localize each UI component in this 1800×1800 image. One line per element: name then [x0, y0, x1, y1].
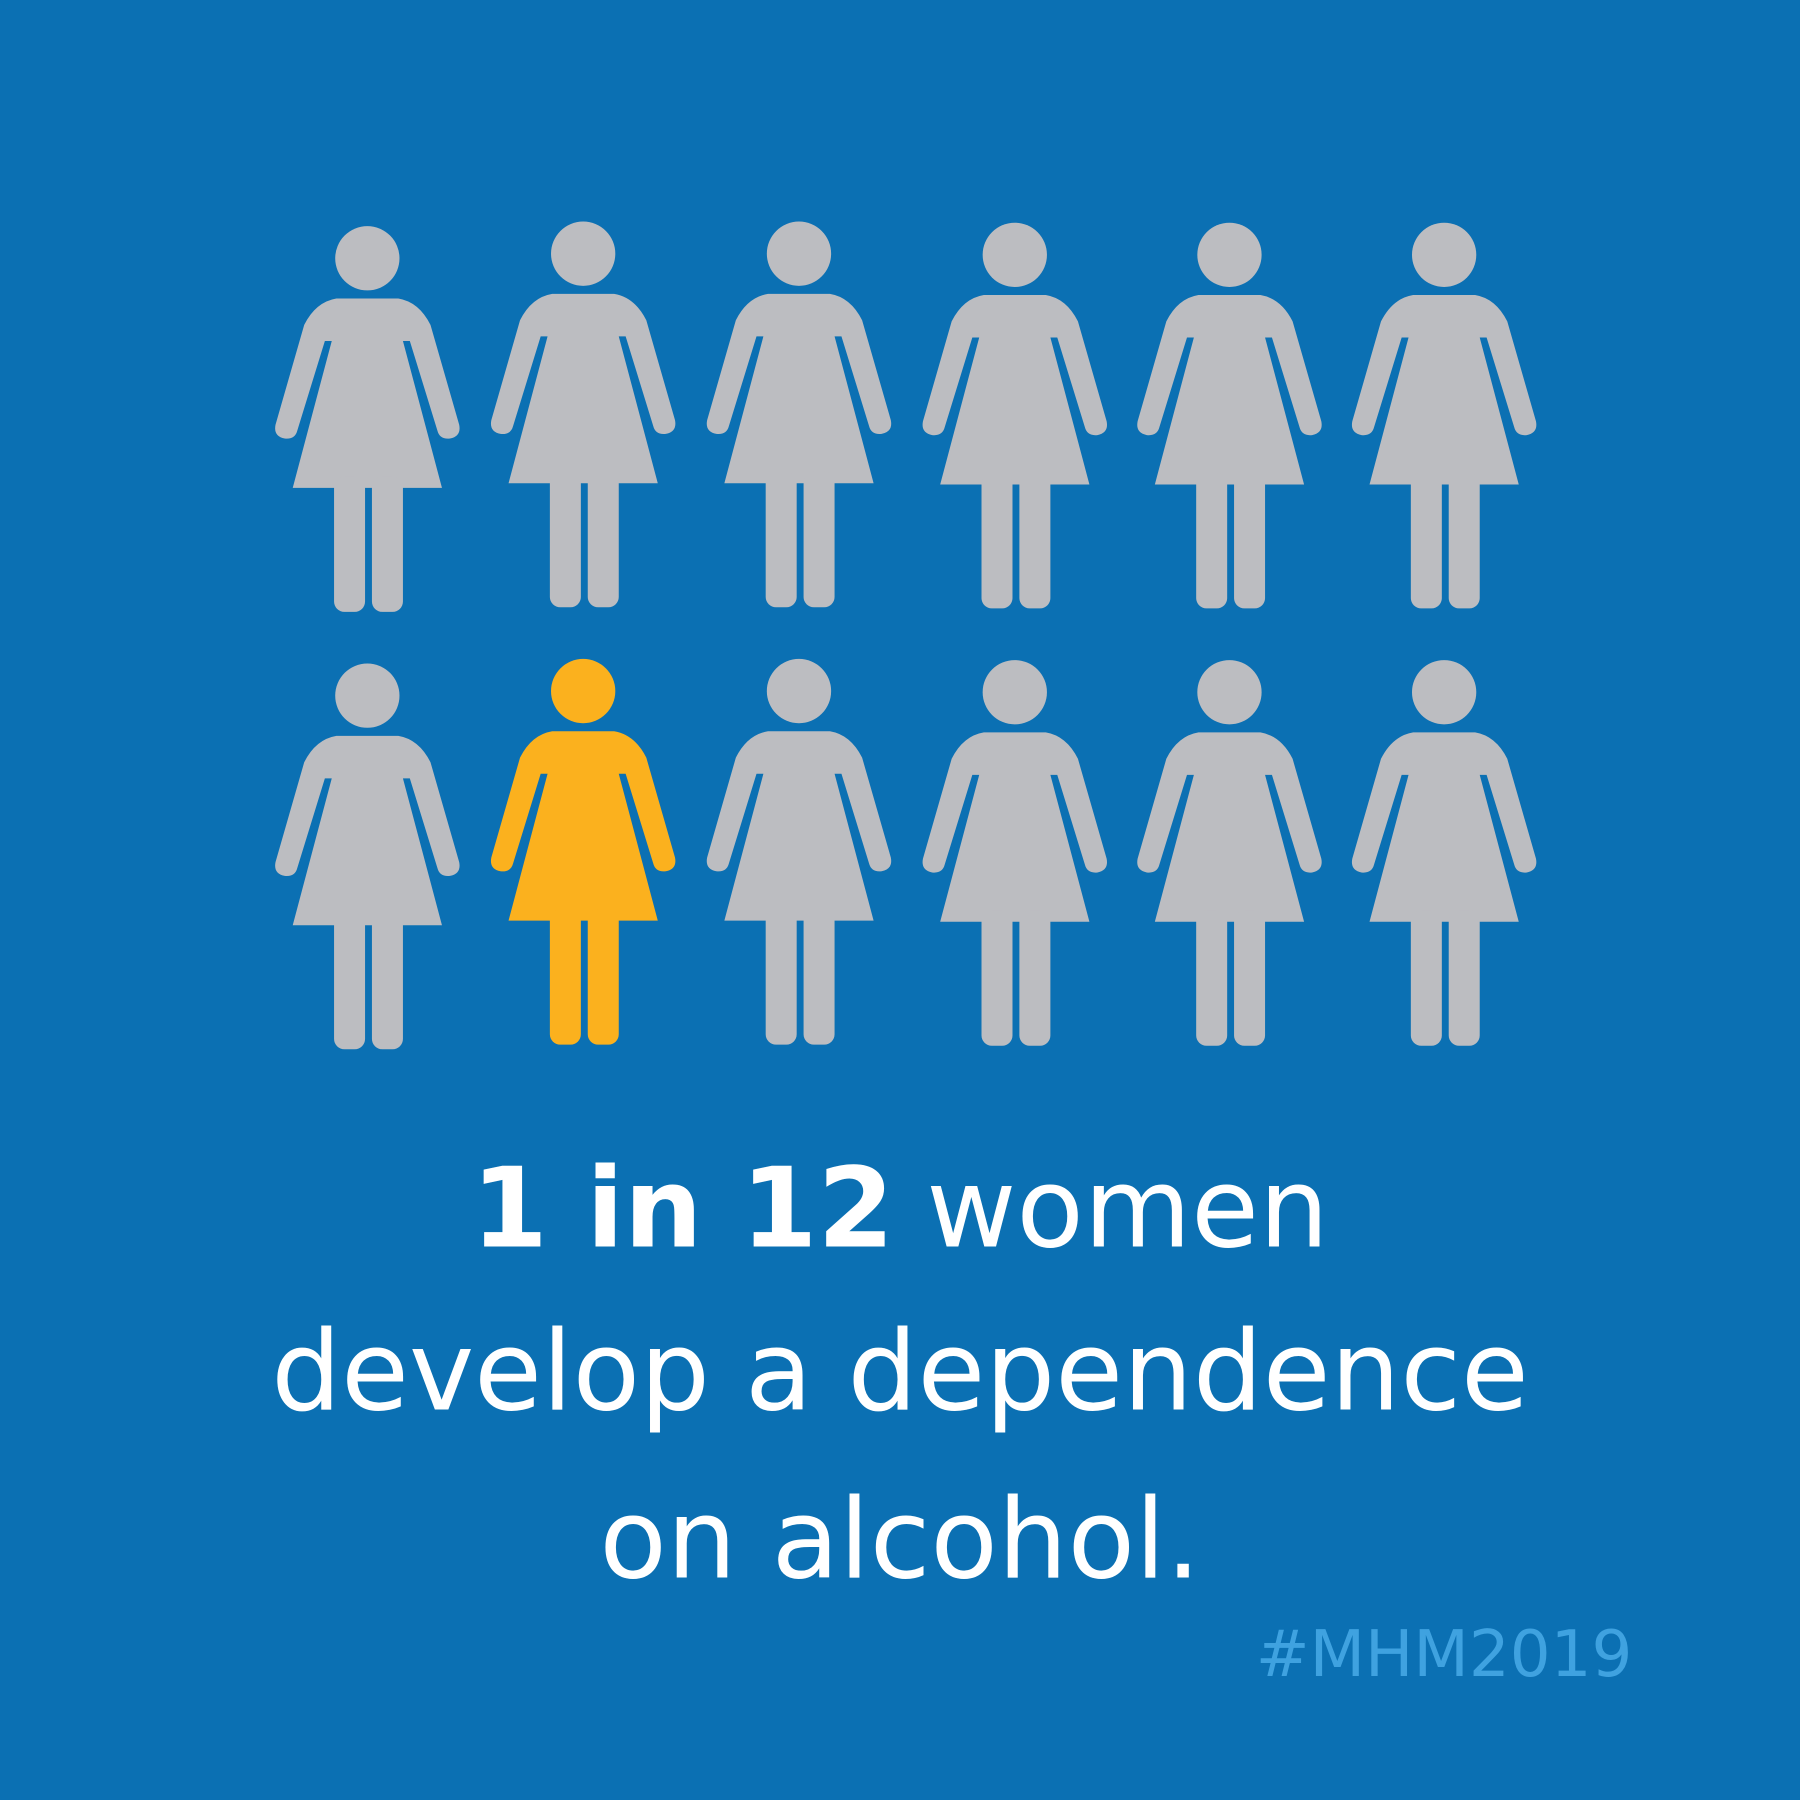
body-line: develop a dependence: [271, 1308, 1529, 1436]
body-line: on alcohol.: [599, 1475, 1200, 1603]
hashtag: #MHM2019: [1256, 1617, 1633, 1692]
headline: 1 in 12 women: [471, 1145, 1329, 1273]
headline-emphasis: 1 in 12: [471, 1145, 894, 1273]
headline-text: women: [926, 1145, 1329, 1273]
